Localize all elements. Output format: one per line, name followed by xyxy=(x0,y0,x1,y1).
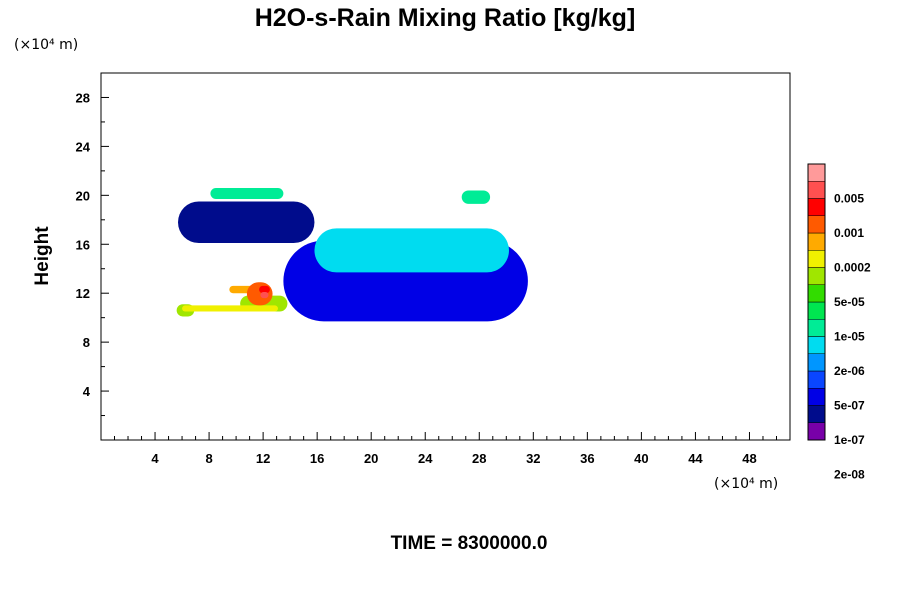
legend-swatch xyxy=(807,319,826,337)
legend-label: 1e-05 xyxy=(834,330,865,344)
x-axis-unit: (×10⁴ m) xyxy=(714,476,778,492)
x-tick-label: 36 xyxy=(580,451,594,466)
legend-swatch xyxy=(807,422,826,441)
legend-swatch xyxy=(807,215,826,234)
y-tick-label: 4 xyxy=(83,384,91,399)
legend-label: 5e-05 xyxy=(834,295,865,309)
x-tick-label: 20 xyxy=(364,451,378,466)
y-axis-unit: (×10⁴ m) xyxy=(14,37,78,53)
legend-swatch xyxy=(807,388,826,406)
legend-swatch xyxy=(807,232,826,251)
x-tick-label: 32 xyxy=(526,451,540,466)
color-legend: 0.005 0.001 0.0002 5e-05 1e-05 2e-06 5e-07 1e-0… xyxy=(807,163,871,482)
legend-label: 1e-07 xyxy=(834,433,865,447)
y-tick-label: 16 xyxy=(76,237,90,252)
legend-swatch xyxy=(807,198,826,216)
y-tick-label: 12 xyxy=(76,286,90,301)
legend-swatch xyxy=(807,405,826,423)
legend-swatch xyxy=(807,250,826,268)
x-tick-label: 12 xyxy=(256,451,270,466)
x-tick-label: 24 xyxy=(418,451,433,466)
x-tick-label: 8 xyxy=(205,451,212,466)
contour-region xyxy=(259,285,270,294)
x-tick-label: 28 xyxy=(472,451,486,466)
legend-swatch xyxy=(807,301,826,320)
contour-field xyxy=(176,187,528,322)
x-tick-label: 16 xyxy=(310,451,324,466)
legend-swatch xyxy=(807,353,826,372)
legend-label: 2e-06 xyxy=(834,364,865,378)
plot-frame xyxy=(100,72,791,441)
legend-swatch xyxy=(807,163,826,182)
legend-frame xyxy=(807,163,826,441)
legend-swatch xyxy=(807,267,826,285)
legend-swatch xyxy=(807,284,826,303)
y-tick-label: 24 xyxy=(76,139,91,154)
x-tick-label: 4 xyxy=(151,451,159,466)
contour-region xyxy=(260,291,269,299)
legend-label: 2e-08 xyxy=(834,468,865,482)
legend-swatch xyxy=(807,370,826,389)
legend-label: 0.001 xyxy=(834,226,864,240)
contour-region xyxy=(461,190,491,204)
contour-region xyxy=(246,282,273,306)
y-tick-label: 28 xyxy=(76,90,90,105)
contour-region xyxy=(210,187,284,200)
legend-swatch xyxy=(807,336,826,354)
x-tick-label: 40 xyxy=(634,451,648,466)
time-label: TIME = 8300000.0 xyxy=(391,533,548,554)
contour-region xyxy=(178,201,315,244)
y-tick-label: 8 xyxy=(83,335,90,350)
contour-region xyxy=(314,228,509,273)
y-tick-label: 20 xyxy=(76,188,90,203)
y-axis-label: Height xyxy=(32,226,53,286)
legend-label: 5e-07 xyxy=(834,399,865,413)
x-axis: 4 8 12 16 20 24 28 32 36 40 44 48 xyxy=(114,432,777,466)
legend-label: 0.0002 xyxy=(834,261,871,275)
y-axis: 4 8 12 16 20 24 28 xyxy=(76,90,109,417)
contour-region xyxy=(182,305,278,312)
x-tick-label: 44 xyxy=(688,451,703,466)
chart-title: H2O-s-Rain Mixing Ratio [kg/kg] xyxy=(255,4,636,32)
legend-swatch xyxy=(807,181,826,199)
legend-label: 0.005 xyxy=(834,192,864,206)
x-tick-label: 48 xyxy=(742,451,756,466)
